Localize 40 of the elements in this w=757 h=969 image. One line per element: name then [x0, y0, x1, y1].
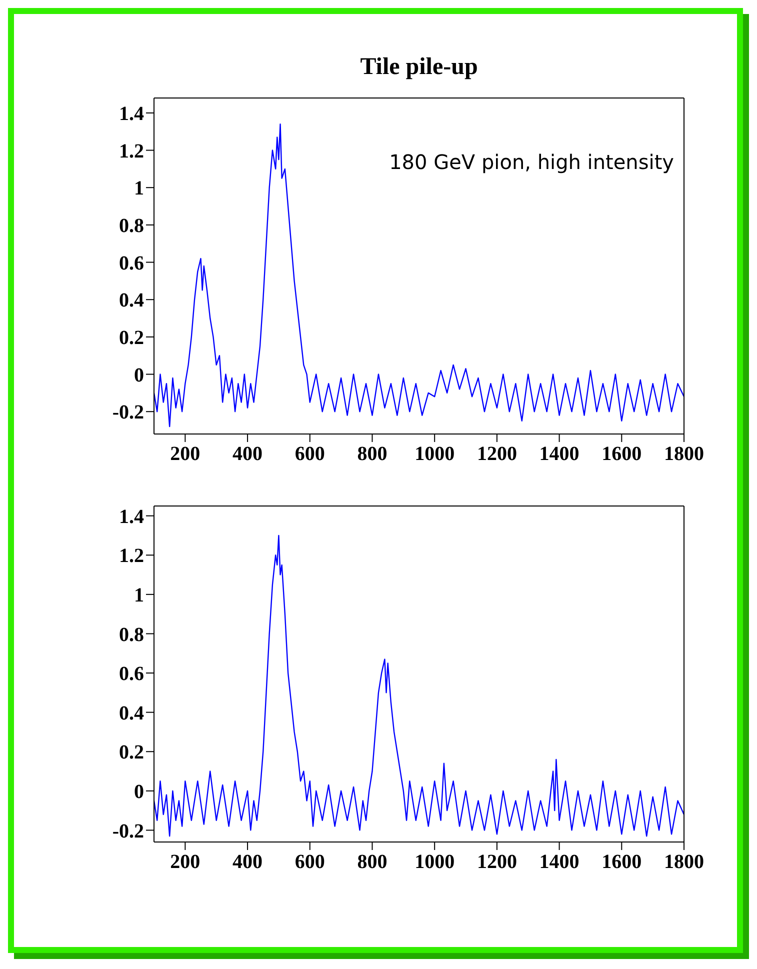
y-tick-label: 1.4 — [119, 506, 144, 528]
line-series — [154, 124, 684, 428]
chart-title: Tile pile-up — [359, 54, 479, 82]
y-tick-label: 0 — [134, 364, 144, 386]
x-tick-label: 600 — [294, 851, 325, 874]
x-tick-label: 1800 — [664, 851, 704, 874]
x-tick-label: 800 — [357, 851, 388, 874]
annotation: 180 GeV pion, high intensity — [389, 150, 674, 174]
x-tick-label: 1200 — [476, 443, 517, 466]
x-tick-label: 1400 — [539, 851, 580, 874]
x-tick-label: 1000 — [414, 851, 455, 874]
y-tick-label: 1 — [134, 584, 144, 607]
y-tick-label: 0.4 — [119, 702, 144, 724]
y-tick-label: 0.8 — [119, 624, 144, 646]
x-tick-label: 400 — [232, 851, 263, 874]
y-tick-label: -0.2 — [112, 820, 144, 842]
line-series — [154, 534, 684, 837]
x-tick-label: 1400 — [539, 443, 580, 466]
x-tick-label: 800 — [357, 443, 388, 466]
y-tick-label: 1.2 — [119, 545, 144, 568]
x-tick-label: 1600 — [602, 443, 642, 466]
y-tick-label: 0.2 — [119, 327, 144, 350]
x-tick-label: 1000 — [414, 443, 455, 466]
y-tick-label: 0.8 — [119, 215, 144, 238]
y-tick-label: 0.6 — [119, 252, 144, 274]
y-tick-label: 0.2 — [119, 742, 144, 764]
y-tick-label: 0.4 — [119, 290, 144, 312]
y-tick-label: -0.2 — [112, 402, 144, 424]
x-tick-label: 400 — [232, 443, 263, 466]
x-tick-label: 1200 — [476, 851, 517, 874]
y-tick-label: 0 — [134, 781, 144, 804]
x-tick-label: 600 — [294, 443, 325, 466]
y-tick-label: 1 — [134, 178, 144, 200]
y-tick-label: 1.4 — [119, 103, 144, 126]
y-tick-label: 1.2 — [119, 140, 144, 162]
x-tick-label: 200 — [170, 851, 200, 874]
x-tick-label: 1800 — [664, 443, 704, 466]
x-tick-label: 1600 — [602, 851, 642, 874]
y-tick-label: 0.6 — [119, 663, 144, 686]
x-tick-label: 200 — [170, 443, 200, 466]
